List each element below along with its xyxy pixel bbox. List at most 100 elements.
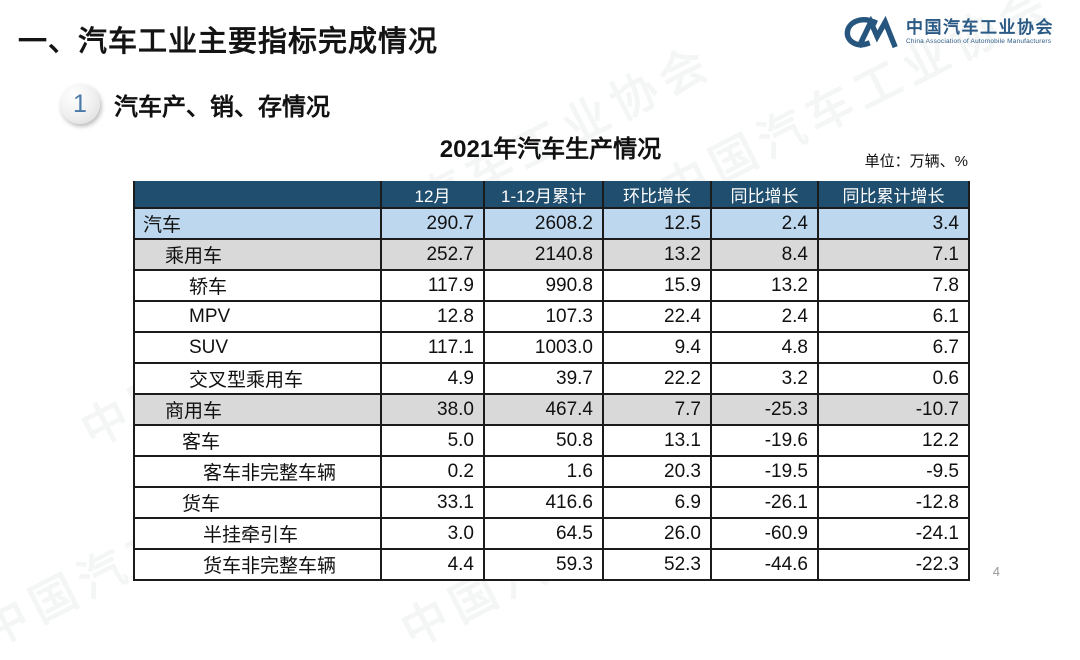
row-value: 13.2 <box>602 238 712 271</box>
column-header: 1-12月累计 <box>483 181 604 209</box>
row-value: 0.2 <box>380 455 485 488</box>
row-label: 汽车 <box>133 207 382 240</box>
column-header: 环比增长 <box>602 181 712 209</box>
section-title: 汽车产、销、存情况 <box>114 93 330 121</box>
row-value: 0.6 <box>817 362 970 395</box>
row-value: 990.8 <box>483 269 604 302</box>
caam-logo-name-en: China Association of Automobile Manufact… <box>906 38 1052 46</box>
row-value: -25.3 <box>710 393 819 426</box>
table-row: 客车非完整车辆 0.2 1.6 20.3 -19.5 -9.5 <box>133 455 970 488</box>
page-title: 一、汽车工业主要指标完成情况 <box>18 26 439 58</box>
row-value: 64.5 <box>483 517 604 550</box>
table-row: 半挂牵引车 3.0 64.5 26.0 -60.9 -24.1 <box>133 517 970 550</box>
row-label: 交叉型乘用车 <box>133 362 382 395</box>
row-label: 乘用车 <box>133 238 382 271</box>
row-label: 货车 <box>133 486 382 519</box>
table-row: 轿车 117.9 990.8 15.9 13.2 7.8 <box>133 269 970 302</box>
row-label: 客车非完整车辆 <box>133 455 382 488</box>
row-value: -60.9 <box>710 517 819 550</box>
row-value: 12.8 <box>380 300 485 333</box>
row-value: 12.5 <box>602 207 712 240</box>
row-value: 117.9 <box>380 269 485 302</box>
table-body: 汽车 290.7 2608.2 12.5 2.4 3.4 乘用车 252.7 2140.8 13.… <box>133 207 970 581</box>
row-value: -19.6 <box>710 424 819 457</box>
row-value: -19.5 <box>710 455 819 488</box>
row-value: 8.4 <box>710 238 819 271</box>
column-header <box>133 181 382 209</box>
row-value: 50.8 <box>483 424 604 457</box>
table-row: 乘用车 252.7 2140.8 13.2 8.4 7.1 <box>133 238 970 271</box>
row-value: -44.6 <box>710 548 819 581</box>
table-row: 客车 5.0 50.8 13.1 -19.6 12.2 <box>133 424 970 457</box>
column-header: 12月 <box>380 181 485 209</box>
section-heading: 1 汽车产、销、存情况 <box>60 84 330 124</box>
column-header: 同比增长 <box>710 181 819 209</box>
row-label: SUV <box>133 331 382 364</box>
row-value: 20.3 <box>602 455 712 488</box>
row-value: 22.2 <box>602 362 712 395</box>
row-value: 13.1 <box>602 424 712 457</box>
row-value: 4.9 <box>380 362 485 395</box>
row-label: MPV <box>133 300 382 333</box>
row-value: 3.0 <box>380 517 485 550</box>
row-value: 33.1 <box>380 486 485 519</box>
caam-logo: 中国汽车工业协会 China Association of Automobile… <box>840 14 1054 50</box>
row-value: -12.8 <box>817 486 970 519</box>
table-title: 2021年汽车生产情况 <box>439 136 662 163</box>
row-value: 107.3 <box>483 300 604 333</box>
row-value: 15.9 <box>602 269 712 302</box>
row-value: 26.0 <box>602 517 712 550</box>
row-value: 7.8 <box>817 269 970 302</box>
table-row: MPV 12.8 107.3 22.4 2.4 6.1 <box>133 300 970 333</box>
row-value: 1.6 <box>483 455 604 488</box>
row-value: 2.4 <box>710 207 819 240</box>
row-value: 252.7 <box>380 238 485 271</box>
row-value: 2.4 <box>710 300 819 333</box>
row-value: 4.8 <box>710 331 819 364</box>
row-value: 1003.0 <box>483 331 604 364</box>
column-header: 同比累计增长 <box>817 181 970 209</box>
row-value: 6.1 <box>817 300 970 333</box>
row-value: 290.7 <box>380 207 485 240</box>
caam-logo-text: 中国汽车工业协会 China Association of Automobile… <box>906 18 1054 45</box>
row-value: 59.3 <box>483 548 604 581</box>
row-value: -9.5 <box>817 455 970 488</box>
row-value: 7.1 <box>817 238 970 271</box>
row-value: 467.4 <box>483 393 604 426</box>
unit-label: 单位：万辆、% <box>864 153 968 170</box>
table-row: 货车非完整车辆 4.4 59.3 52.3 -44.6 -22.3 <box>133 548 970 581</box>
row-label: 货车非完整车辆 <box>133 548 382 581</box>
row-value: 52.3 <box>602 548 712 581</box>
section-number-badge: 1 <box>60 84 100 124</box>
table-row: 汽车 290.7 2608.2 12.5 2.4 3.4 <box>133 207 970 240</box>
page-number: 4 <box>992 564 1000 579</box>
caam-logo-name-cn: 中国汽车工业协会 <box>906 18 1054 38</box>
row-value: 4.4 <box>380 548 485 581</box>
row-value: 3.4 <box>817 207 970 240</box>
row-value: 22.4 <box>602 300 712 333</box>
caam-logo-icon <box>844 15 898 49</box>
row-label: 客车 <box>133 424 382 457</box>
row-label: 商用车 <box>133 393 382 426</box>
row-value: -26.1 <box>710 486 819 519</box>
row-value: 38.0 <box>380 393 485 426</box>
row-value: 3.2 <box>710 362 819 395</box>
row-value: 6.9 <box>602 486 712 519</box>
row-value: 2140.8 <box>483 238 604 271</box>
row-value: 5.0 <box>380 424 485 457</box>
row-value: 9.4 <box>602 331 712 364</box>
row-value: 117.1 <box>380 331 485 364</box>
row-value: 12.2 <box>817 424 970 457</box>
row-value: -24.1 <box>817 517 970 550</box>
table-header-row: 12月 1-12月累计 环比增长 同比增长 同比累计增长 <box>133 181 970 209</box>
production-table: 12月 1-12月累计 环比增长 同比增长 同比累计增长 汽车 290.7 2608… <box>133 181 970 581</box>
table-row: 商用车 38.0 467.4 7.7 -25.3 -10.7 <box>133 393 970 426</box>
table-row: 货车 33.1 416.6 6.9 -26.1 -12.8 <box>133 486 970 519</box>
row-label: 轿车 <box>133 269 382 302</box>
table-row: 交叉型乘用车 4.9 39.7 22.2 3.2 0.6 <box>133 362 970 395</box>
row-label: 半挂牵引车 <box>133 517 382 550</box>
row-value: 7.7 <box>602 393 712 426</box>
table-row: SUV 117.1 1003.0 9.4 4.8 6.7 <box>133 331 970 364</box>
row-value: -22.3 <box>817 548 970 581</box>
row-value: 2608.2 <box>483 207 604 240</box>
